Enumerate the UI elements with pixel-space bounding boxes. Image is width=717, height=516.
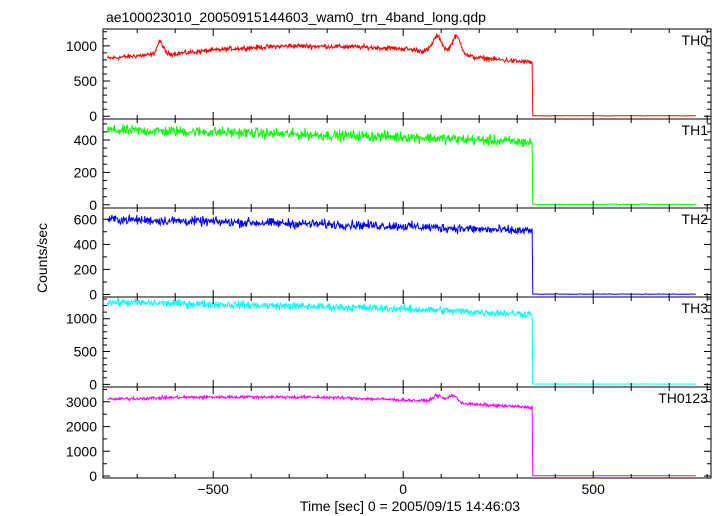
- y-tick-label: 400: [74, 132, 98, 148]
- panel-ticks: [103, 208, 711, 297]
- x-tick-label: −500: [197, 481, 229, 497]
- x-tick-label: 500: [582, 481, 606, 497]
- y-tick-label: 1000: [66, 443, 97, 459]
- x-tick-label: 0: [399, 481, 407, 497]
- series-line-th0123: [107, 393, 696, 477]
- panel-frame: [102, 386, 712, 479]
- y-tick-label: 1000: [66, 38, 97, 54]
- panel-ticks: [103, 297, 711, 387]
- y-tick-label: 0: [89, 108, 97, 124]
- y-tick-label: 0: [89, 376, 97, 392]
- panel-label: TH1: [682, 122, 709, 138]
- y-tick-label: 200: [74, 261, 98, 277]
- panel-th1: 0 200 400 TH1: [74, 118, 712, 213]
- panel-th0123: 0 1000 2000 3000 TH0123: [66, 386, 712, 484]
- y-tick-label: 1000: [66, 311, 97, 327]
- panel-label: TH0123: [658, 390, 708, 406]
- y-tick-label: 400: [74, 236, 98, 252]
- y-tick-label: 500: [74, 73, 98, 89]
- panel-label: TH0: [682, 32, 709, 48]
- y-tick-label: 200: [74, 164, 98, 180]
- panel-th2: 0 200 400 600 TH2: [74, 207, 712, 302]
- y-tick-label: 3000: [66, 394, 97, 410]
- panel-ticks: [103, 387, 711, 478]
- series-line-th2: [107, 214, 696, 295]
- panel-stack: 0 500 1000 TH0 0 200 400 TH1 0 200 400 600 TH2 0 500 10…: [66, 28, 712, 497]
- y-tick-label: 500: [74, 344, 98, 360]
- panel-ticks: [103, 119, 711, 208]
- chart-title: ae100023010_20050915144603_wam0_trn_4ban…: [106, 9, 486, 25]
- y-tick-label: 0: [89, 468, 97, 484]
- y-tick-label: 0: [89, 286, 97, 302]
- series-line-th0: [107, 33, 696, 117]
- y-tick-label: 2000: [66, 419, 97, 435]
- panel-ticks: [103, 29, 711, 119]
- panel-th3: 0 500 1000 TH3: [66, 295, 712, 392]
- series-line-th1: [107, 123, 696, 206]
- panel-frame: [102, 28, 712, 120]
- panel-label: TH3: [682, 300, 709, 316]
- y-axis-label: Counts/sec: [34, 223, 50, 293]
- panel-th0: 0 500 1000 TH0: [66, 28, 712, 124]
- series-line-th3: [107, 295, 696, 385]
- panel-label: TH2: [682, 211, 709, 227]
- y-tick-label: 600: [74, 211, 98, 227]
- x-axis-label: Time [sec] 0 = 2005/09/15 14:46:03: [300, 498, 520, 514]
- panel-frame: [102, 296, 712, 388]
- y-tick-label: 0: [89, 197, 97, 213]
